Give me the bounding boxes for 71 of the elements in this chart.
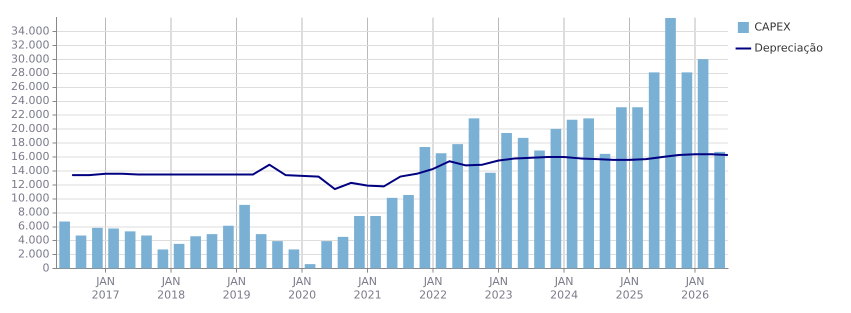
bar [665, 18, 676, 268]
bar [76, 236, 86, 268]
bar [190, 236, 201, 268]
x-tick-label: JAN 2020 [288, 275, 316, 302]
bar [223, 226, 234, 268]
x-tick-label: JAN 2019 [222, 275, 251, 302]
x-tick-label: JAN 2017 [92, 275, 120, 302]
bar [485, 172, 496, 268]
y-tick-label: 32.000 [10, 38, 50, 52]
bar [354, 216, 365, 268]
y-tick-label: 14.000 [10, 164, 50, 177]
bar [124, 231, 136, 268]
bar [468, 118, 480, 268]
bar [436, 153, 446, 268]
bar [59, 222, 70, 268]
y-tick-label: 20.000 [10, 122, 50, 136]
bar [632, 107, 643, 268]
x-tick-label: JAN 2022 [419, 275, 448, 302]
bar [141, 236, 152, 268]
y-tick-label: 22.000 [10, 108, 50, 122]
bar [403, 195, 414, 268]
bar [534, 150, 545, 268]
y-tick-label: 12.000 [10, 178, 50, 191]
bar [501, 133, 512, 268]
x-tick-label: JAN 2018 [157, 275, 186, 302]
bar [158, 249, 168, 268]
y-tick-label: 10.000 [10, 192, 50, 205]
y-tick-label: 8.000 [18, 206, 50, 219]
y-tick-label: 28.000 [10, 66, 50, 80]
x-tick-label: JAN 2021 [354, 275, 382, 302]
bar [583, 118, 594, 268]
y-tick-label: 24.000 [10, 94, 50, 108]
bar [272, 241, 283, 268]
bar [648, 72, 660, 268]
bar [550, 128, 562, 268]
x-tick-label: JAN 2025 [616, 275, 644, 302]
bar [698, 59, 708, 268]
bar [566, 120, 578, 268]
bar [256, 234, 266, 268]
y-tick-label: 18.000 [10, 136, 50, 149]
bar [616, 107, 627, 268]
bar [174, 244, 184, 268]
bar [682, 72, 692, 268]
x-tick-label: JAN 2024 [550, 275, 578, 302]
bar [714, 152, 725, 268]
bar [370, 216, 381, 268]
y-tick-label: 4.000 [18, 234, 50, 247]
y-tick-label: 26.000 [10, 80, 50, 94]
y-tick-label: 0 [42, 261, 50, 274]
bar [452, 144, 463, 268]
bar [206, 234, 218, 268]
bar [239, 204, 250, 268]
y-tick-label: 2.000 [18, 248, 50, 261]
x-tick-label: JAN 2026 [681, 275, 710, 302]
bar [304, 264, 316, 268]
bar [600, 154, 610, 268]
y-tick-label: 30.000 [10, 52, 50, 66]
bar [338, 236, 348, 268]
bar [321, 241, 332, 268]
bar [92, 228, 103, 268]
legend-label: Depreciação [754, 41, 824, 54]
bar [386, 198, 398, 268]
y-tick-label: 6.000 [18, 220, 50, 233]
bar [518, 138, 528, 268]
bar [108, 228, 119, 268]
bar [288, 249, 300, 268]
bar [420, 146, 430, 268]
y-tick-label: 34.000 [10, 24, 50, 38]
y-tick-label: 16.000 [10, 150, 50, 163]
legend-label: CAPEX [754, 20, 792, 34]
x-tick-label: JAN 2023 [484, 275, 513, 302]
